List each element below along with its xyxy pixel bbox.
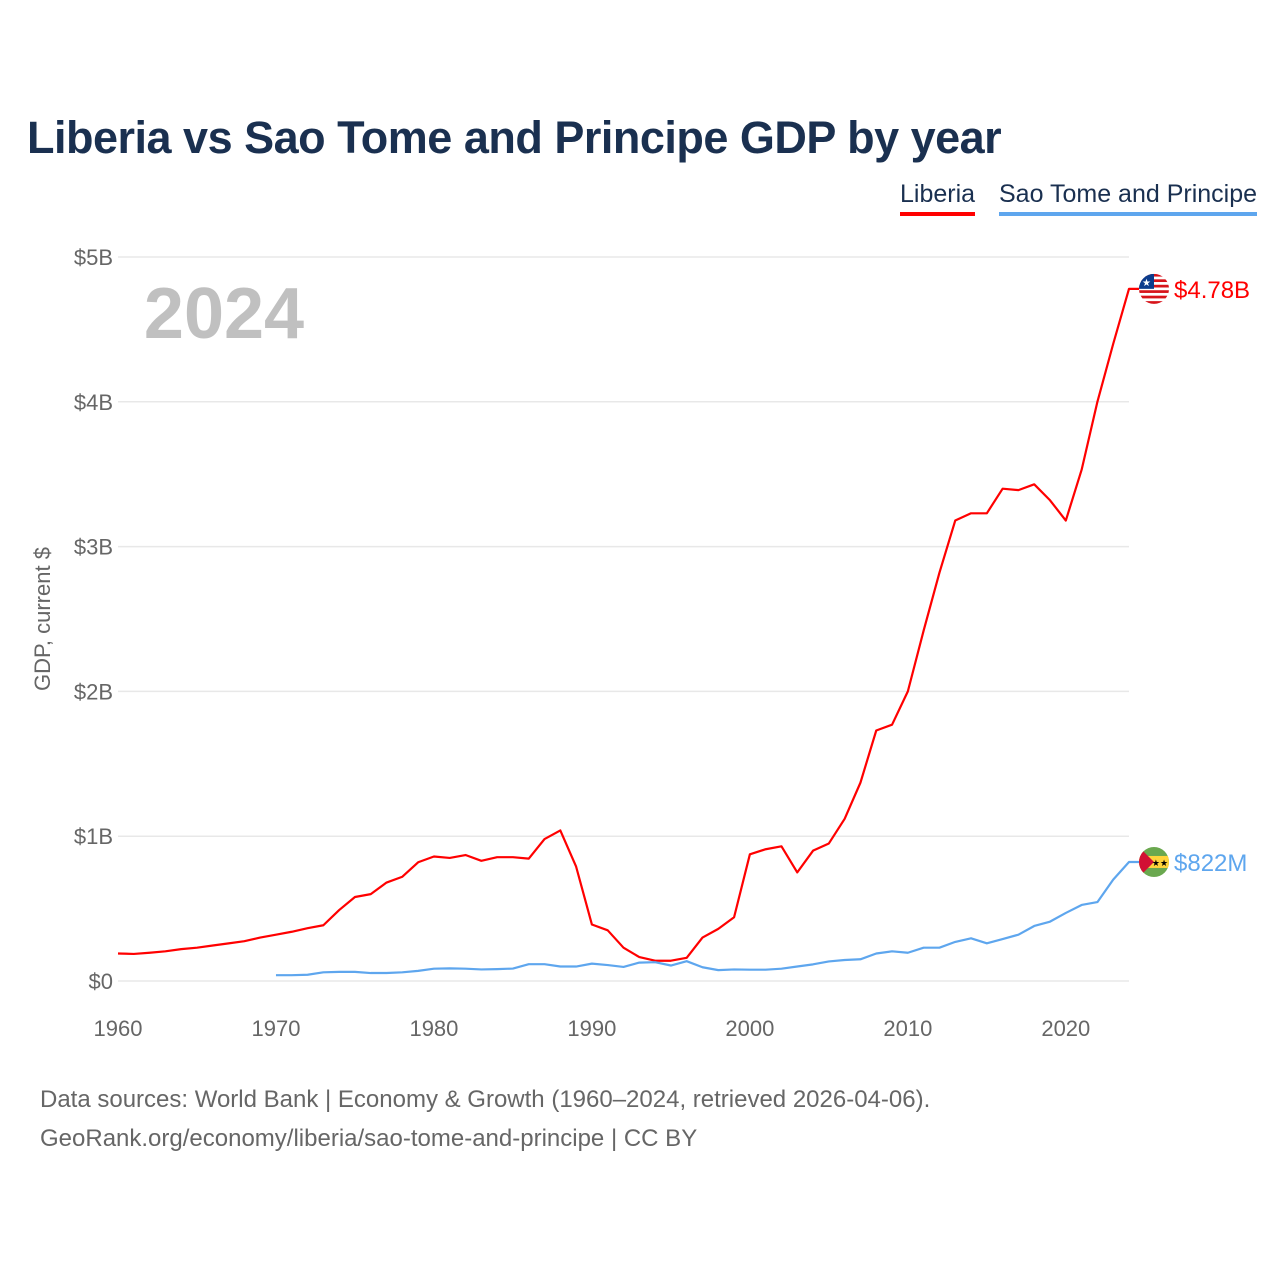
legend-liberia[interactable]: Liberia [900, 180, 976, 216]
y-tick-label: $1B [74, 824, 113, 849]
x-tick-label: 2010 [883, 1016, 932, 1041]
source-line-1: Data sources: World Bank | Economy & Gro… [40, 1086, 931, 1113]
liberia-flag-icon: ★ [1139, 273, 1169, 304]
series-line-sao-tome [275, 860, 1140, 977]
series-line-liberia [117, 287, 1140, 962]
end-label-sao-tome: $822M [1174, 850, 1247, 877]
x-tick-label: 1960 [94, 1016, 143, 1041]
year-watermark: 2024 [144, 274, 304, 354]
chart-title: Liberia vs Sao Tome and Principe GDP by … [27, 112, 1002, 163]
x-tick-label: 2020 [1041, 1016, 1090, 1041]
y-tick-label: $2B [74, 679, 113, 704]
x-tick-label: 2000 [725, 1016, 774, 1041]
y-tick-label: $3B [74, 535, 113, 560]
sao-tome-flag-icon: ★★ [1139, 846, 1169, 877]
source-line-2: GeoRank.org/economy/liberia/sao-tome-and… [40, 1125, 698, 1152]
svg-text:★: ★ [1142, 278, 1151, 289]
x-tick-label: 1970 [251, 1016, 300, 1041]
y-tick-label: $4B [74, 390, 113, 415]
x-tick-label: 1980 [409, 1016, 458, 1041]
legend-sao-tome[interactable]: Sao Tome and Principe [999, 180, 1258, 216]
y-tick-label: $0 [89, 969, 113, 994]
y-axis-label: GDP, current $ [30, 547, 55, 691]
svg-text:★★: ★★ [1152, 858, 1168, 868]
end-label-liberia: $4.78B [1174, 277, 1250, 304]
x-tick-label: 1990 [567, 1016, 616, 1041]
y-tick-label: $5B [74, 245, 113, 270]
